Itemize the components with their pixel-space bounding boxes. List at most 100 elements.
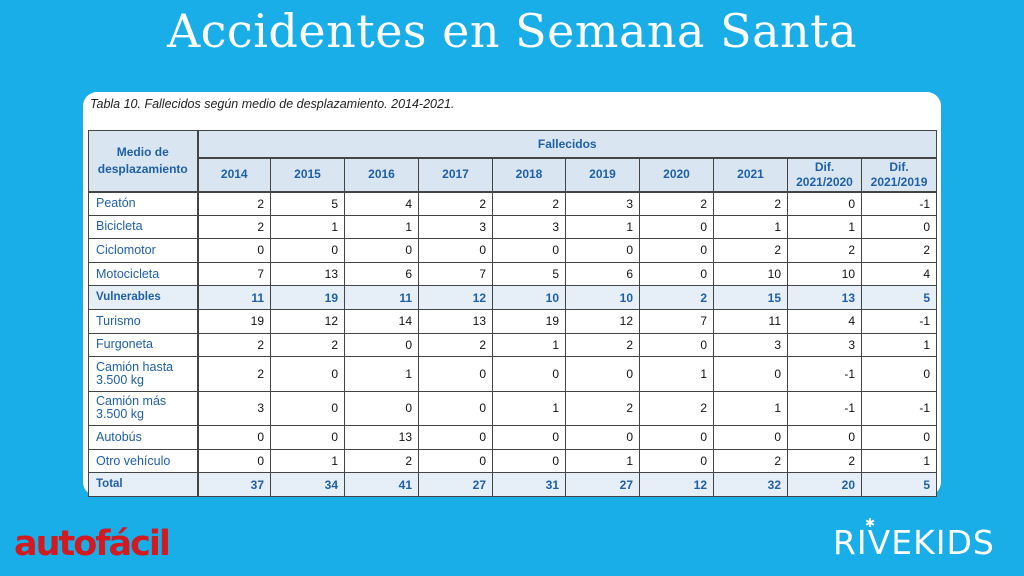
table-cell: 5 (860, 285, 938, 310)
table-cell: 0 (418, 238, 493, 263)
table-cell: 3 (565, 190, 640, 216)
table-cell: 1 (492, 390, 566, 427)
table-cell: 34 (270, 472, 345, 497)
row-label: Bicicleta (88, 214, 199, 240)
column-header: 2021 (713, 157, 788, 192)
row-label: Autobús (88, 425, 199, 450)
table-cell: 5 (860, 472, 938, 497)
table-cell: 1 (787, 214, 862, 240)
table-cell: 0 (344, 332, 419, 358)
table-cell: 1 (270, 448, 345, 474)
table-cell: 2 (787, 238, 862, 263)
column-header: 2018 (492, 157, 566, 192)
table-cell: 27 (565, 472, 640, 497)
table-cell: 0 (639, 425, 714, 450)
table-cell: -1 (860, 190, 938, 216)
table-cell: 2 (639, 190, 714, 216)
table-cell: 0 (713, 356, 788, 392)
table-cell: 0 (639, 238, 714, 263)
table-cell: 1 (860, 448, 938, 474)
table-cell: 2 (713, 238, 788, 263)
table-row: Camión más 3.500 kg 3 0 0 0 1 2 2 1 -1 -1 (88, 390, 938, 427)
table-caption: Tabla 10. Fallecidos según medio de desp… (90, 97, 455, 111)
table-cell: 4 (344, 190, 419, 216)
table-cell: 2 (197, 332, 271, 358)
table-row: Autobús 0 0 13 0 0 0 0 0 0 0 (88, 425, 938, 450)
table-cell: 0 (639, 261, 714, 287)
table-cell: 10 (492, 285, 566, 310)
row-label: Vulnerables (88, 285, 199, 310)
table-cell: 2 (713, 448, 788, 474)
table-cell: 3 (197, 390, 271, 427)
table-cell: 0 (270, 390, 345, 427)
table-cell: 0 (270, 238, 345, 263)
table-cell: 0 (492, 356, 566, 392)
column-header: Dif. 2021/2020 (787, 157, 862, 192)
table-cell: 15 (713, 285, 788, 310)
table-cell: -1 (787, 356, 862, 392)
table-cell: 0 (197, 425, 271, 450)
row-label: Camión hasta 3.500 kg (88, 356, 199, 392)
fatalities-table: Medio de desplazamiento Fallecidos 2014 … (88, 130, 938, 497)
table-cell: 2 (270, 332, 345, 358)
table-cell: 2 (492, 190, 566, 216)
table-cell: 0 (492, 238, 566, 263)
table-cell: 2 (344, 448, 419, 474)
table-cell: 12 (270, 308, 345, 334)
table-cell: -1 (860, 308, 938, 334)
autofacil-logo: autofácil (14, 524, 171, 564)
row-label: Peatón (88, 190, 199, 216)
table-cell: 1 (639, 356, 714, 392)
table-cell: 7 (418, 261, 493, 287)
rivekids-logo: RIVEKIDS (833, 523, 995, 562)
table-cell: 41 (344, 472, 419, 497)
table-row: Total 37 34 41 27 31 27 12 32 20 5 (88, 472, 938, 497)
table-cell: 7 (639, 308, 714, 334)
table-row: Otro vehículo 0 1 2 0 0 1 0 2 2 1 (88, 448, 938, 474)
row-label: Motocicleta (88, 261, 199, 287)
table-row: Peatón 2 5 4 2 2 3 2 2 0 -1 (88, 190, 938, 216)
table-cell: 0 (639, 332, 714, 358)
table-cell: 1 (344, 214, 419, 240)
table-body: Peatón 2 5 4 2 2 3 2 2 0 -1 Bicicleta 2 1 1 3 3 1 0 1 1 0 Cicl… (88, 190, 938, 497)
table-cell: 0 (787, 425, 862, 450)
row-label: Turismo (88, 308, 199, 334)
table-cell: 0 (787, 190, 862, 216)
table-cell: 4 (860, 261, 938, 287)
table-cell: 0 (197, 448, 271, 474)
table-cell: 0 (270, 356, 345, 392)
table-cell: 0 (344, 238, 419, 263)
table-cell: 0 (860, 214, 938, 240)
table-cell: 0 (418, 356, 493, 392)
row-label: Ciclomotor (88, 238, 199, 263)
column-header: 2015 (270, 157, 345, 192)
table-cell: 1 (492, 332, 566, 358)
table-cell: 2 (197, 190, 271, 216)
table-cell: 0 (270, 425, 345, 450)
column-header: 2014 (197, 157, 271, 192)
table-cell: 11 (344, 285, 419, 310)
table-cell: 1 (270, 214, 345, 240)
table-cell: 13 (344, 425, 419, 450)
table-row: Furgoneta 2 2 0 2 1 2 0 3 3 1 (88, 332, 938, 358)
table-cell: 31 (492, 472, 566, 497)
table-row: Bicicleta 2 1 1 3 3 1 0 1 1 0 (88, 214, 938, 240)
table-cell: 12 (565, 308, 640, 334)
table-row: Motocicleta 7 13 6 7 5 6 0 10 10 4 (88, 261, 938, 287)
table-cell: 19 (197, 308, 271, 334)
column-header: 2020 (639, 157, 714, 192)
table-cell: 5 (492, 261, 566, 287)
table-cell: 0 (197, 238, 271, 263)
table-cell: 12 (418, 285, 493, 310)
table-cell: 7 (197, 261, 271, 287)
table-cell: 27 (418, 472, 493, 497)
table-cell: 11 (197, 285, 271, 310)
row-label: Total (88, 472, 199, 497)
row-label: Camión más 3.500 kg (88, 390, 199, 427)
table-cell: 5 (270, 190, 345, 216)
table-cell: 1 (565, 448, 640, 474)
table-cell: 3 (713, 332, 788, 358)
table-cell: 3 (787, 332, 862, 358)
table-cell: 10 (713, 261, 788, 287)
table-cell: 2 (713, 190, 788, 216)
